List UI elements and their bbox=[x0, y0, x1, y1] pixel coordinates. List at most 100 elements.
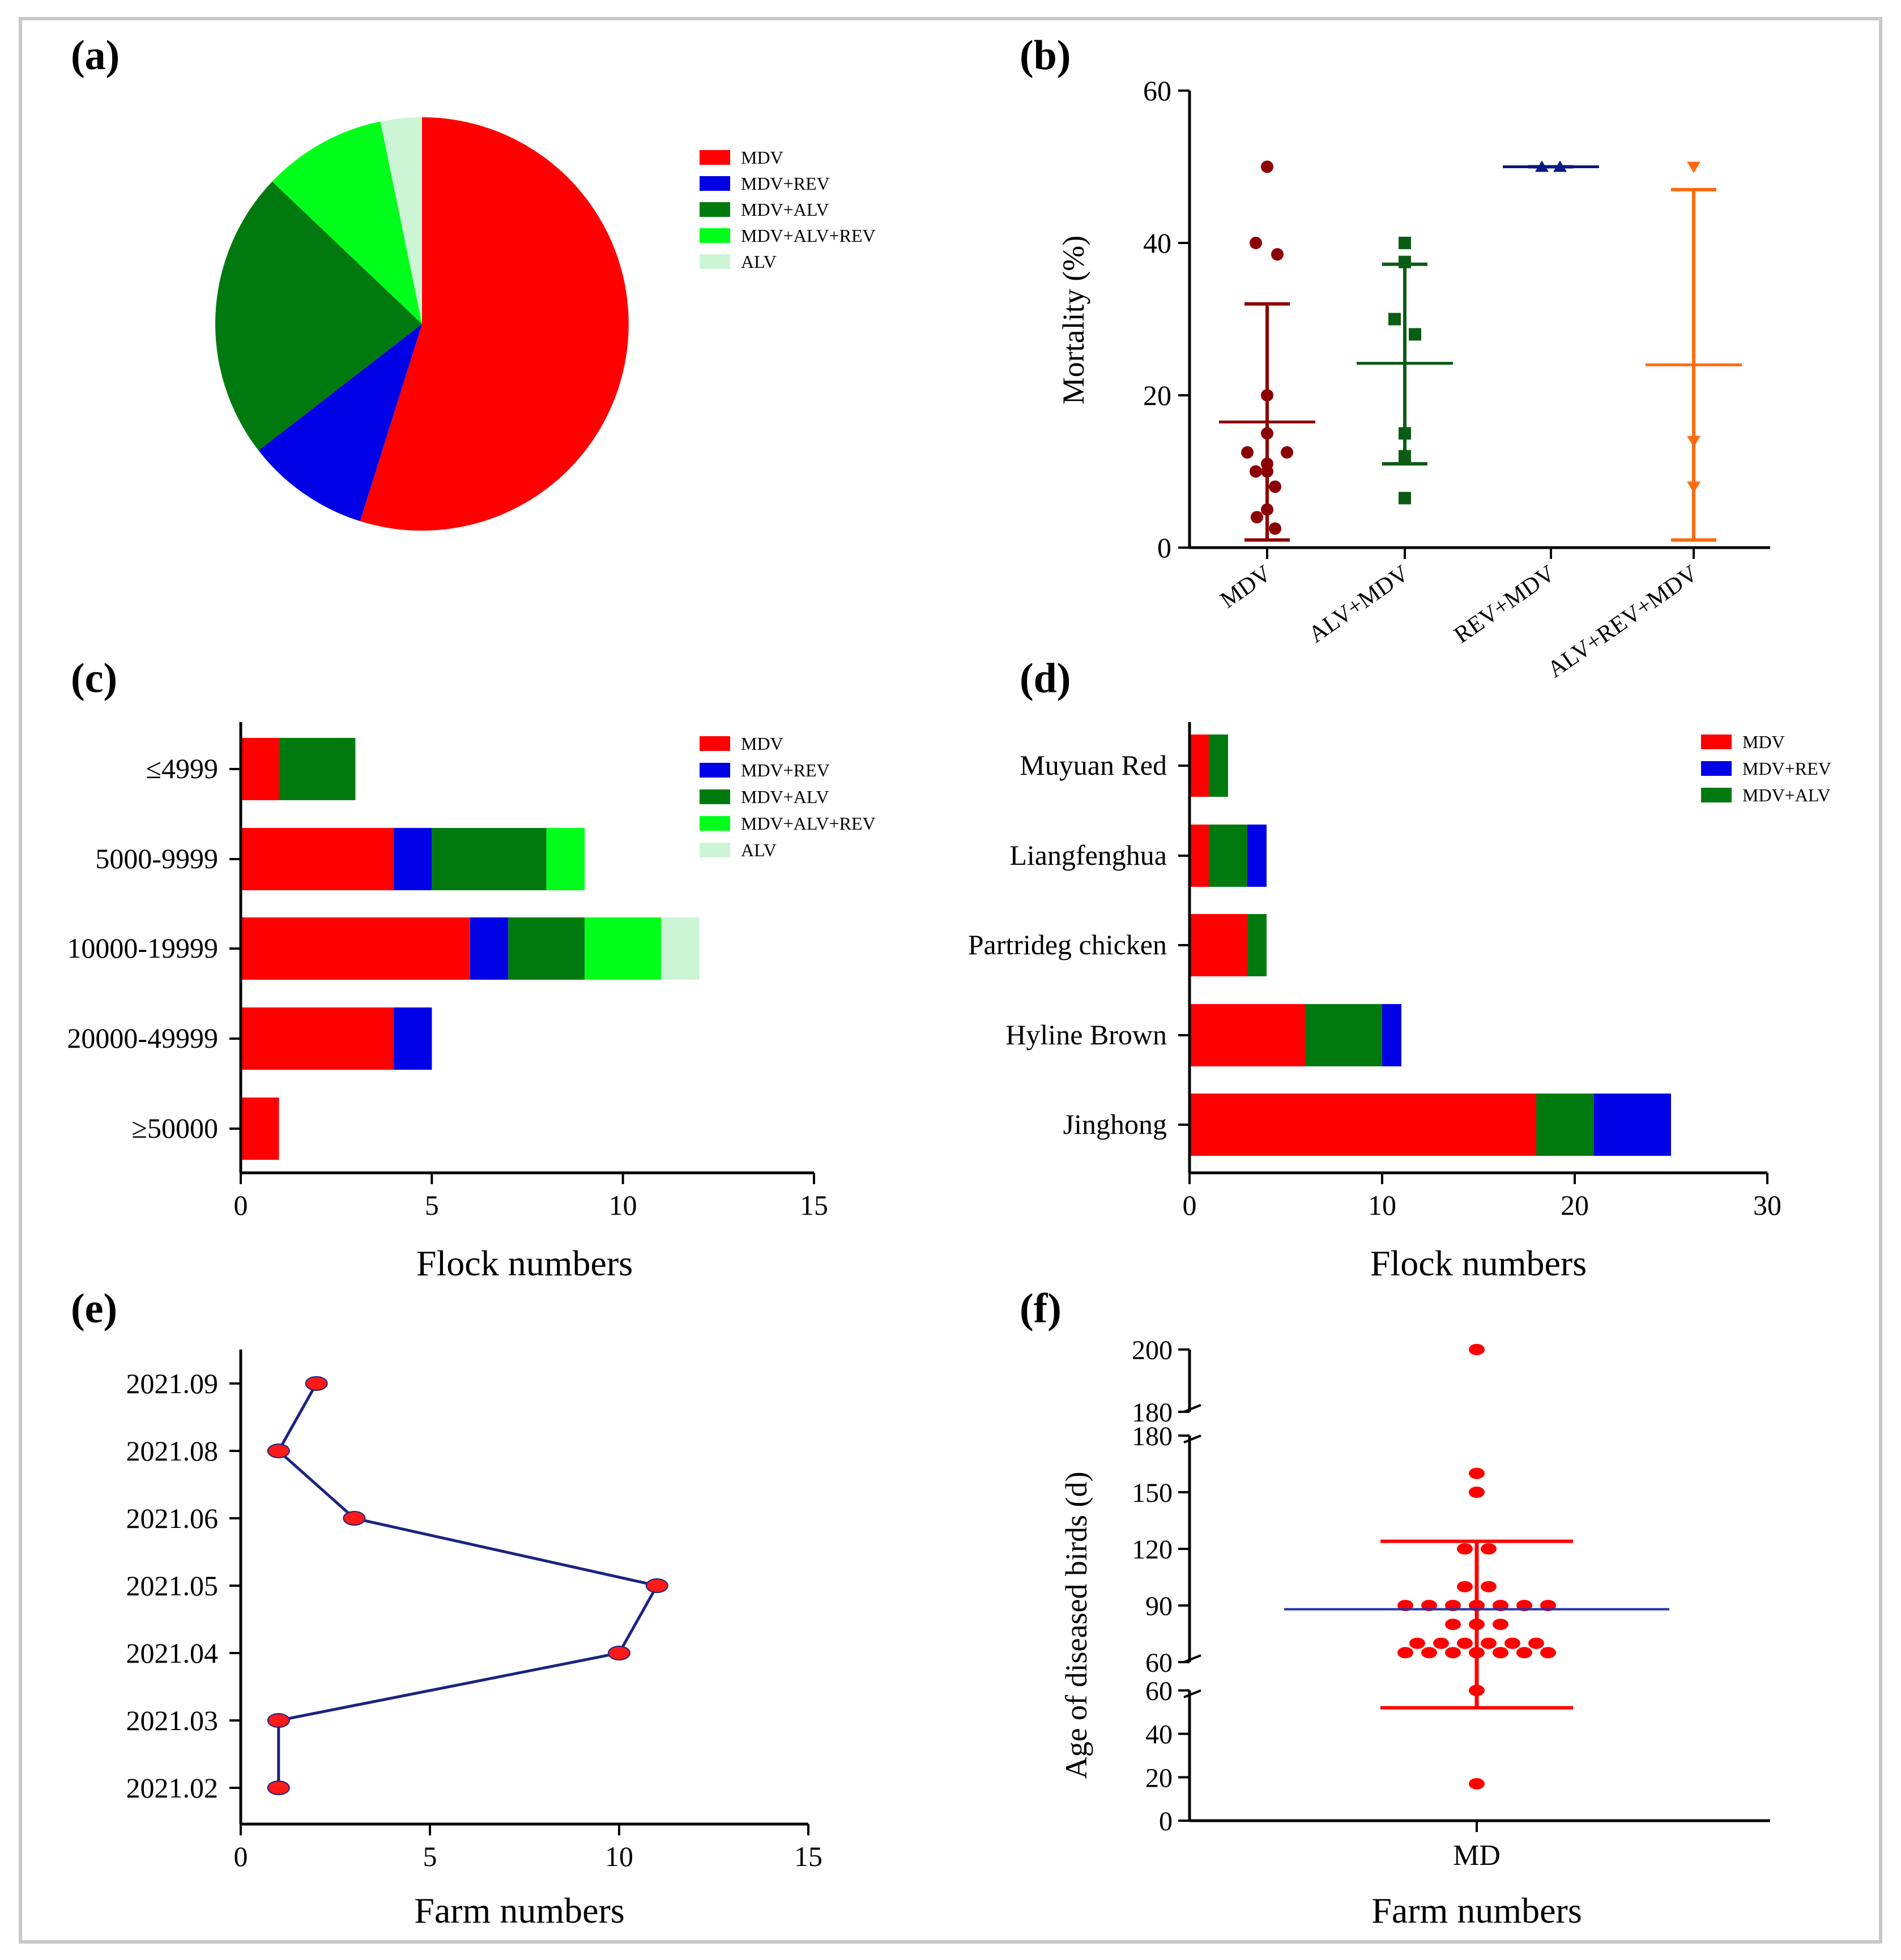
data-point bbox=[1481, 1637, 1497, 1649]
x-tick-label: 10 bbox=[605, 1841, 633, 1872]
y-tick-label: 20 bbox=[1145, 1763, 1173, 1793]
f-ylabel: Age of diseased birds (d) bbox=[1059, 1472, 1093, 1779]
y-tick-label: 40 bbox=[1143, 227, 1171, 259]
x-tick-label: 30 bbox=[1753, 1189, 1781, 1221]
panel-d-label: (d) bbox=[1020, 655, 1071, 702]
legend-label: MDV bbox=[741, 733, 783, 754]
x-tick-label: 0 bbox=[234, 1841, 248, 1872]
legend-swatch bbox=[1701, 761, 1732, 776]
y-tick-label: Muyuan Red bbox=[1020, 749, 1167, 781]
data-point bbox=[608, 1646, 630, 1660]
data-point bbox=[1409, 328, 1421, 341]
y-tick-label: 200 bbox=[1132, 1335, 1173, 1365]
data-point bbox=[1269, 480, 1281, 493]
legend-swatch bbox=[1701, 788, 1732, 802]
data-point bbox=[1250, 465, 1262, 478]
x-tick-label: ALV+REV+MDV bbox=[1543, 561, 1703, 684]
y-tick-label: 180 bbox=[1132, 1421, 1173, 1451]
data-point bbox=[1493, 1647, 1508, 1659]
panel-d: (d) Flock numbers Muyuan Red Liangfenghua… bbox=[968, 655, 1831, 1283]
data-point bbox=[1528, 1637, 1544, 1649]
panel-b: (b) Mortality (%) 0 20 40 60 MDV ALV+MDV REV+M… bbox=[1020, 32, 1770, 683]
y-tick-label: 2021.03 bbox=[126, 1705, 219, 1736]
x-tick-label: 15 bbox=[800, 1189, 828, 1221]
data-point bbox=[1687, 161, 1700, 173]
data-point bbox=[1445, 1647, 1461, 1659]
bar-segment bbox=[470, 917, 509, 980]
bar-segment bbox=[241, 738, 279, 800]
bar-segment bbox=[279, 738, 356, 800]
legend-swatch bbox=[700, 176, 730, 191]
bar-segment bbox=[1247, 914, 1267, 976]
data-point bbox=[1269, 522, 1281, 535]
x-tick-label: 15 bbox=[794, 1841, 822, 1872]
legend-label: MDV+ALV bbox=[741, 199, 829, 220]
y-tick-label: ≤4999 bbox=[146, 753, 218, 784]
data-point bbox=[1481, 1543, 1497, 1555]
pie-slice bbox=[215, 181, 422, 451]
y-tick-label: 20000-49999 bbox=[67, 1022, 218, 1054]
legend-swatch bbox=[700, 763, 730, 778]
bar-segment bbox=[1247, 825, 1267, 887]
data-point bbox=[1516, 1647, 1532, 1659]
x-tick-label: 10 bbox=[609, 1189, 637, 1221]
x-tick-label: 5 bbox=[423, 1841, 437, 1872]
x-tick-label: 0 bbox=[234, 1189, 248, 1221]
y-tick-label: 2021.04 bbox=[126, 1637, 219, 1669]
data-point bbox=[1481, 1581, 1497, 1592]
bar-segment bbox=[1536, 1094, 1594, 1156]
y-tick-label: 2021.08 bbox=[126, 1435, 219, 1467]
panel-e: (e) Farm numbers 2021.09 2021.08 2021.06 20… bbox=[71, 1286, 822, 1931]
bar-segment bbox=[661, 917, 700, 980]
y-tick-label: Partrideg chicken bbox=[968, 929, 1167, 960]
f-category-label: MD bbox=[1453, 1839, 1501, 1872]
pie-slice bbox=[360, 117, 629, 531]
d-xlabel: Flock numbers bbox=[1370, 1243, 1587, 1283]
data-point bbox=[1540, 1647, 1556, 1659]
x-tick-label: 20 bbox=[1561, 1189, 1589, 1221]
data-point bbox=[1397, 1647, 1413, 1659]
legend-swatch bbox=[700, 736, 730, 751]
data-point bbox=[1281, 446, 1293, 459]
axis-break-mark bbox=[1183, 1689, 1201, 1698]
b-ylabel: Mortality (%) bbox=[1056, 236, 1090, 404]
x-tick-label: 10 bbox=[1368, 1189, 1396, 1221]
y-tick-label: 0 bbox=[1157, 532, 1171, 563]
data-point bbox=[1250, 237, 1262, 249]
f-xlabel: Farm numbers bbox=[1371, 1890, 1582, 1931]
pie-slice bbox=[380, 117, 422, 324]
data-point bbox=[1388, 313, 1401, 326]
y-tick-label: 20 bbox=[1143, 379, 1171, 411]
data-point bbox=[267, 1780, 290, 1795]
legend-label: MDV+ALV bbox=[741, 787, 829, 807]
data-point bbox=[1433, 1637, 1449, 1649]
e-xlabel: Farm numbers bbox=[414, 1890, 625, 1931]
y-tick-label: 10000-19999 bbox=[67, 932, 218, 964]
data-point bbox=[1261, 160, 1273, 173]
legend-label: MDV+ALV+REV bbox=[741, 225, 876, 246]
legend-label: MDV+ALV bbox=[1742, 785, 1831, 805]
legend-label: MDV+REV bbox=[741, 173, 830, 194]
data-point bbox=[645, 1578, 668, 1593]
y-tick-label: 0 bbox=[1159, 1807, 1173, 1837]
y-tick-label: 40 bbox=[1145, 1720, 1173, 1750]
data-point bbox=[1421, 1647, 1437, 1659]
bar-segment bbox=[546, 828, 585, 890]
pie-slice bbox=[272, 121, 422, 324]
data-point bbox=[1457, 1543, 1473, 1555]
bar-segment bbox=[1594, 1094, 1671, 1156]
data-point bbox=[1409, 1637, 1425, 1649]
data-point bbox=[267, 1713, 290, 1728]
bar-segment bbox=[1209, 735, 1228, 797]
legend-swatch bbox=[700, 254, 730, 269]
y-tick-label: 2021.05 bbox=[126, 1570, 219, 1602]
legend-label: MDV bbox=[741, 147, 783, 168]
data-point bbox=[1469, 1344, 1485, 1355]
legend-label: MDV+REV bbox=[1742, 758, 1831, 779]
bar-segment bbox=[241, 1098, 279, 1160]
y-tick-label: 60 bbox=[1145, 1676, 1173, 1706]
y-tick-label: 180 bbox=[1132, 1398, 1173, 1428]
y-tick-label: 90 bbox=[1145, 1591, 1173, 1621]
legend-label: ALV bbox=[741, 251, 777, 272]
data-point bbox=[1493, 1619, 1508, 1630]
